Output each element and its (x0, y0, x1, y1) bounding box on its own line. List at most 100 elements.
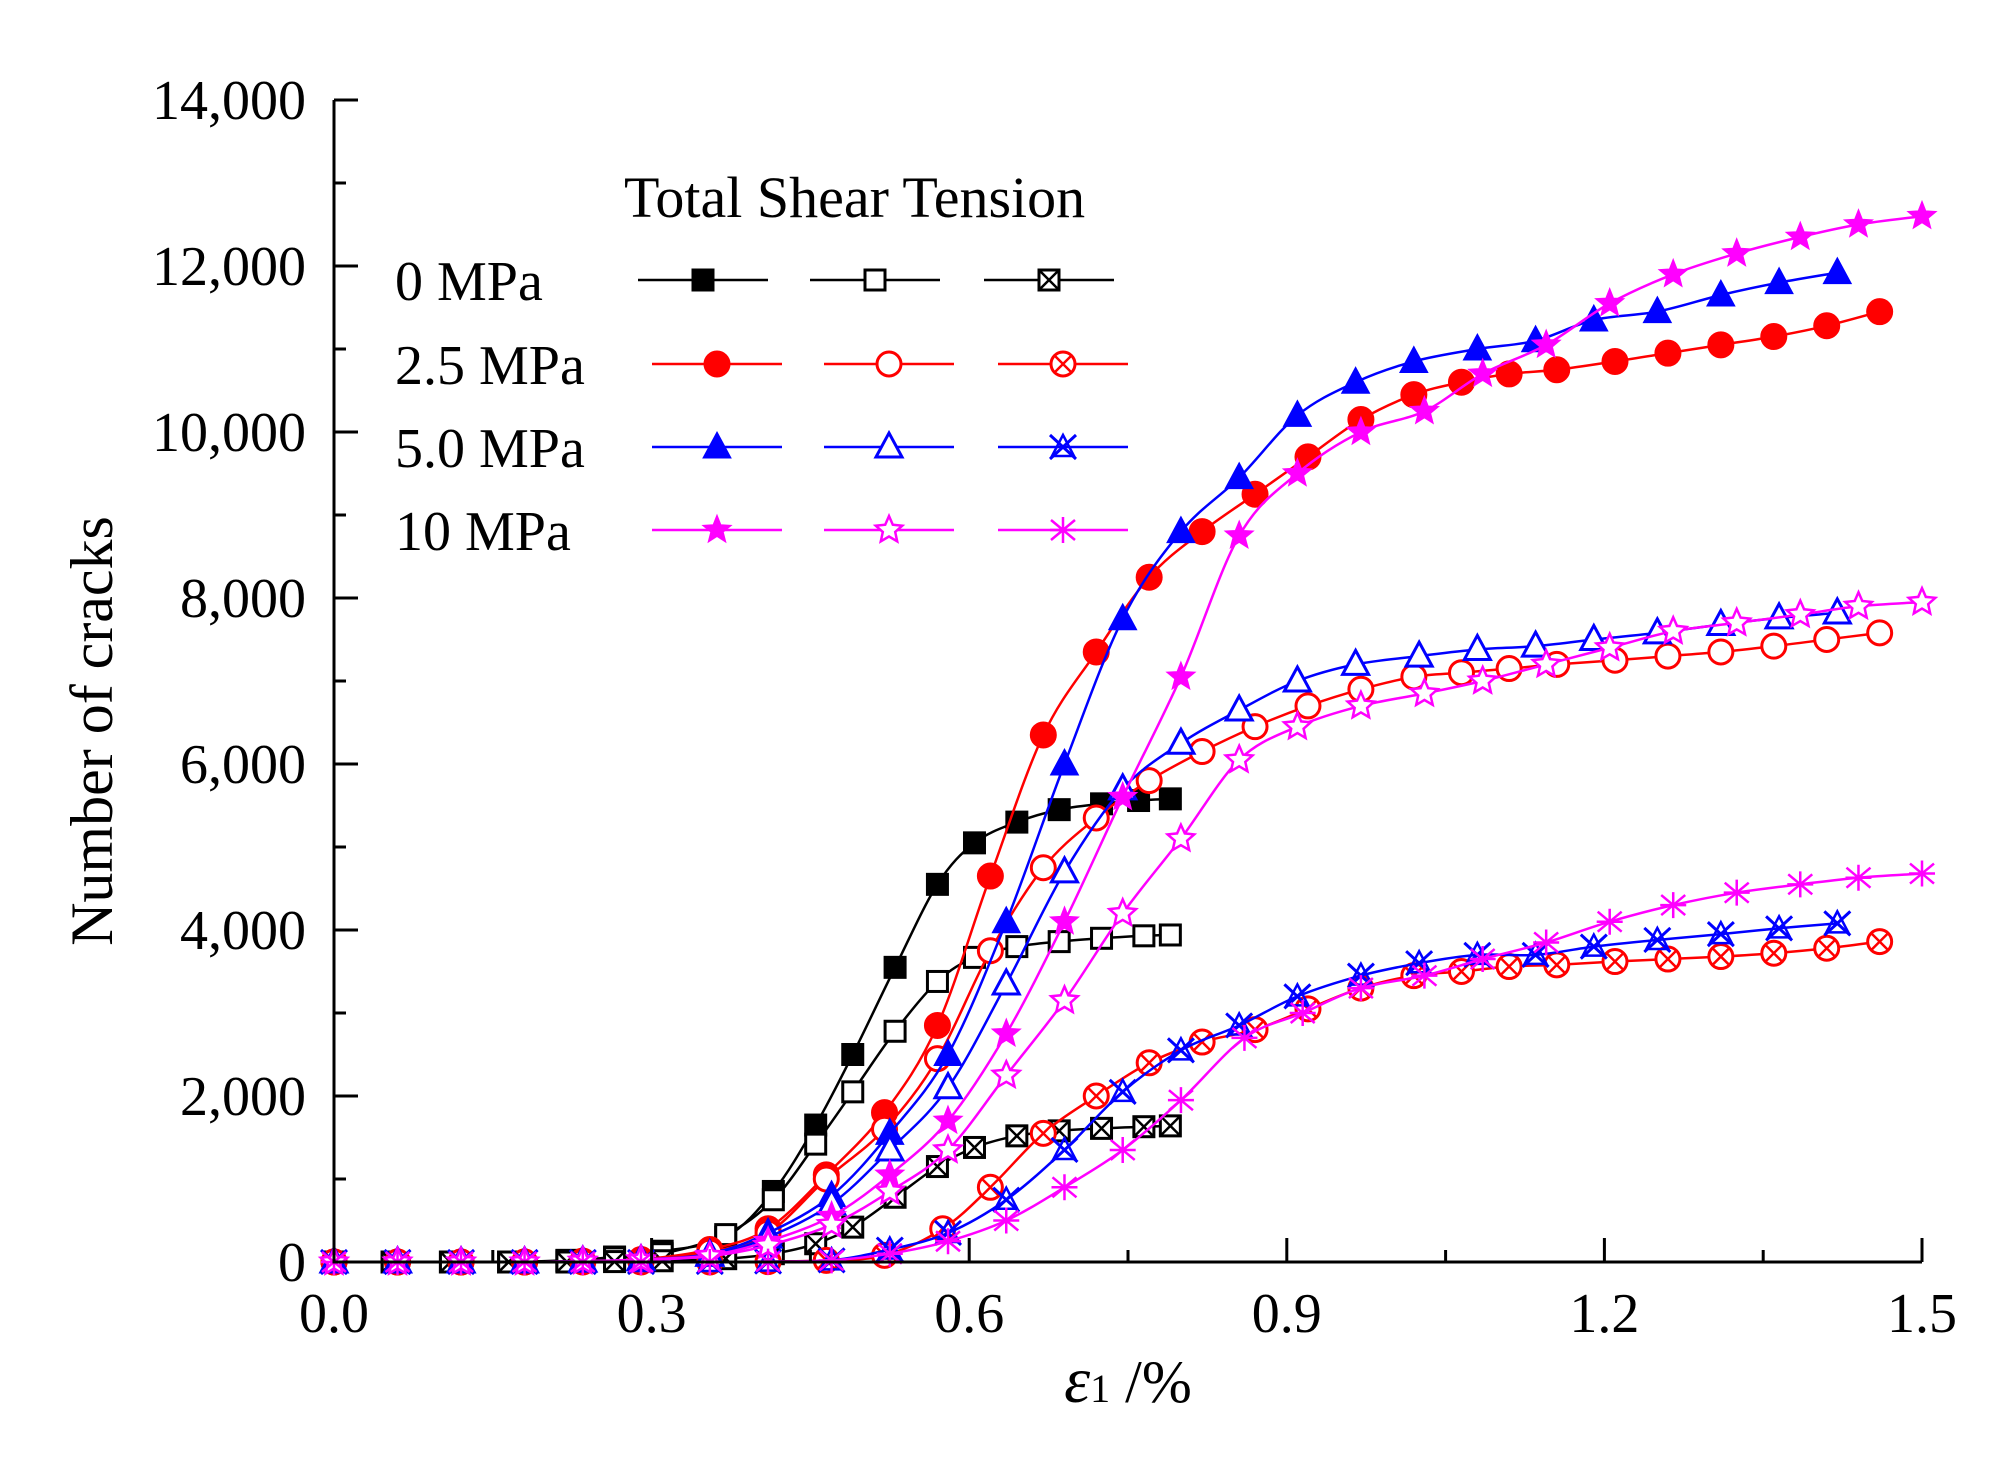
series-10-mpa-tension-point-lines (1909, 860, 1935, 887)
legend-label: 2.5 MPa (395, 335, 585, 397)
legend-sample-0-mpa-tension (984, 268, 1114, 292)
y-tick-label: 8,000 (180, 568, 306, 630)
series-5-0-mpa-shear-point (1165, 726, 1197, 755)
y-axis-title: Number of cracks (59, 516, 125, 946)
series-5-0-mpa-tension-point-tri (1522, 940, 1549, 966)
series-10-mpa-total-point (932, 1104, 964, 1135)
series-5-0-mpa-tension-point (1283, 981, 1312, 1010)
series-10-mpa-total-point (1107, 780, 1139, 811)
series-5-0-mpa-tension-point (1823, 908, 1852, 937)
series-0-mpa-shear-point (883, 1019, 907, 1043)
legend-sample-0-mpa-tension-marker (1037, 268, 1061, 292)
legend-sample-10-mpa-tension-marker (1050, 517, 1076, 543)
series-10-mpa-total-point (1906, 199, 1938, 230)
series-10-mpa-total-point (1048, 905, 1080, 935)
series-10-mpa-tension-point (1596, 908, 1623, 935)
x-tick-label: 0.6 (934, 1283, 1004, 1345)
series-10-mpa-total-point (1721, 237, 1753, 267)
series-2-5-mpa-shear-point (1495, 655, 1523, 683)
series-10-mpa-tension-point-lines (1167, 1087, 1194, 1114)
series-10-mpa-tension-point-lines (1289, 1000, 1316, 1026)
series-5-0-mpa-tension-point (1166, 1035, 1195, 1064)
series-5-0-mpa-shear-point (1461, 632, 1493, 661)
y-tick-label: 0 (278, 1232, 306, 1294)
series-2-5-mpa-tension-point (1601, 948, 1629, 976)
series-10-mpa-shear-point (1048, 983, 1081, 1015)
series-2-5-mpa-tension-point-cross (1817, 938, 1837, 958)
series-10-mpa-tension-point (1109, 1136, 1136, 1163)
series-5-0-mpa-total-point (1282, 399, 1313, 427)
x-tick-label: 0.9 (1252, 1283, 1322, 1345)
y-tick-label: 6,000 (180, 734, 306, 796)
x-axis-title-subscript: 1 (1090, 1366, 1110, 1411)
series-5-0-mpa-shear-point (1281, 663, 1313, 693)
series-2-5-mpa-shear-point (1029, 854, 1057, 882)
legend-sample-5-0-mpa-total (652, 430, 782, 459)
series-2-5-mpa-total-point (1866, 298, 1894, 326)
x-tick-label: 1.5 (1887, 1283, 1957, 1345)
y-tick-label: 4,000 (180, 900, 306, 962)
series-2-5-mpa-tension-point-cross (1870, 932, 1890, 952)
x-tick-label: 1.2 (1569, 1283, 1639, 1345)
series-10-mpa-tension-point-lines (1347, 975, 1374, 1002)
series-0-mpa-tension-point-cross (1005, 1124, 1028, 1147)
series-5-0-mpa-shear-point (1048, 854, 1080, 884)
legend-sample-10-mpa-total (652, 513, 782, 544)
series-2-5-mpa-total-point (1707, 331, 1735, 359)
series-10-mpa-tension-point-lines (1469, 946, 1496, 973)
series-5-0-mpa-tension-point-tri (1109, 1077, 1136, 1103)
series-10-mpa-total-point (990, 1017, 1022, 1048)
series-10-mpa-shear-point (1842, 589, 1875, 621)
series-5-0-mpa-tension-point-tri (1766, 913, 1793, 939)
legend-label: 5.0 MPa (395, 418, 585, 480)
series-2-5-mpa-shear-point (1082, 804, 1110, 832)
legend-sample-2-5-mpa-shear-marker (875, 350, 903, 378)
series-0-mpa-tension-point-cross (1159, 1114, 1182, 1137)
series-5-0-mpa-tension-point (1108, 1077, 1137, 1105)
series-0-mpa-total-point (962, 831, 986, 855)
legend: Total Shear Tension 0 MPa 2.5 MPa 5.0 MPa 10… (395, 165, 1128, 563)
series-2-5-mpa-total-point (1082, 638, 1110, 666)
series-10-mpa-shear-point (1720, 605, 1753, 637)
series-5-0-mpa-tension-point (1706, 919, 1735, 948)
series-0-mpa-tension-point (1132, 1115, 1156, 1139)
series-10-mpa-tension-point (1167, 1087, 1194, 1114)
series-10-mpa-shear-point (1408, 676, 1441, 708)
series-10-mpa-total-point (1467, 357, 1499, 388)
series-10-mpa-shear-point (1222, 742, 1256, 774)
series-0-mpa-shear-point (804, 1132, 828, 1156)
series-10-mpa-shear-point (815, 1207, 848, 1239)
series-0-mpa-shear-point (1005, 935, 1029, 959)
series-10-mpa-total-point (1223, 519, 1255, 550)
series-0-mpa-shear-point (761, 1188, 785, 1212)
series-10-mpa-tension-point-lines (993, 1207, 1020, 1234)
series-2-5-mpa-tension-point-cross (1086, 1086, 1106, 1106)
series-0-mpa-tension-point-cross (963, 1136, 986, 1159)
series-10-mpa-tension-point-lines (1596, 908, 1623, 935)
series-10-mpa-tension-point-lines (1231, 1024, 1258, 1051)
series-0-mpa-shear-point (1158, 923, 1182, 947)
series-5-0-mpa-tension-point (1579, 931, 1608, 960)
series-5-0-mpa-total-point (1822, 256, 1853, 285)
series-10-mpa-total-point (1594, 287, 1626, 317)
legend-sample-10-mpa-shear (824, 512, 954, 544)
series-10-mpa-tension-point (1909, 860, 1935, 887)
series-2-5-mpa-total-point (1543, 356, 1571, 384)
legend-sample-0-mpa-tension-marker-cross (1038, 269, 1060, 291)
series-10-mpa-tension-point-lines (1533, 929, 1560, 956)
series-10-mpa-total-point (1345, 415, 1377, 446)
series-0-mpa-shear-point (841, 1080, 865, 1104)
series-10-mpa-tension-point-lines (1845, 864, 1872, 891)
series-10-mpa-shear (317, 584, 1939, 1276)
y-tick-label: 2,000 (180, 1066, 306, 1128)
axes-layer: 0 2,000 4,000 6,000 8,000 10,000 12,000 14,000 0… (59, 70, 1957, 1417)
series-5-0-mpa-total-point (1764, 266, 1794, 295)
series-10-mpa-shear-point (989, 1058, 1023, 1090)
series-2-5-mpa-total-point (1601, 347, 1629, 375)
legend-sample-2-5-mpa-total-marker (703, 350, 731, 378)
series-10-mpa-shear-point (1783, 597, 1817, 629)
series-5-0-mpa-total-point (1340, 366, 1371, 394)
series-5-0-mpa-total-point (991, 905, 1022, 934)
series-5-0-mpa-tension-point-tri (1167, 1035, 1194, 1061)
series-5-0-mpa-shear-point (1403, 638, 1435, 668)
